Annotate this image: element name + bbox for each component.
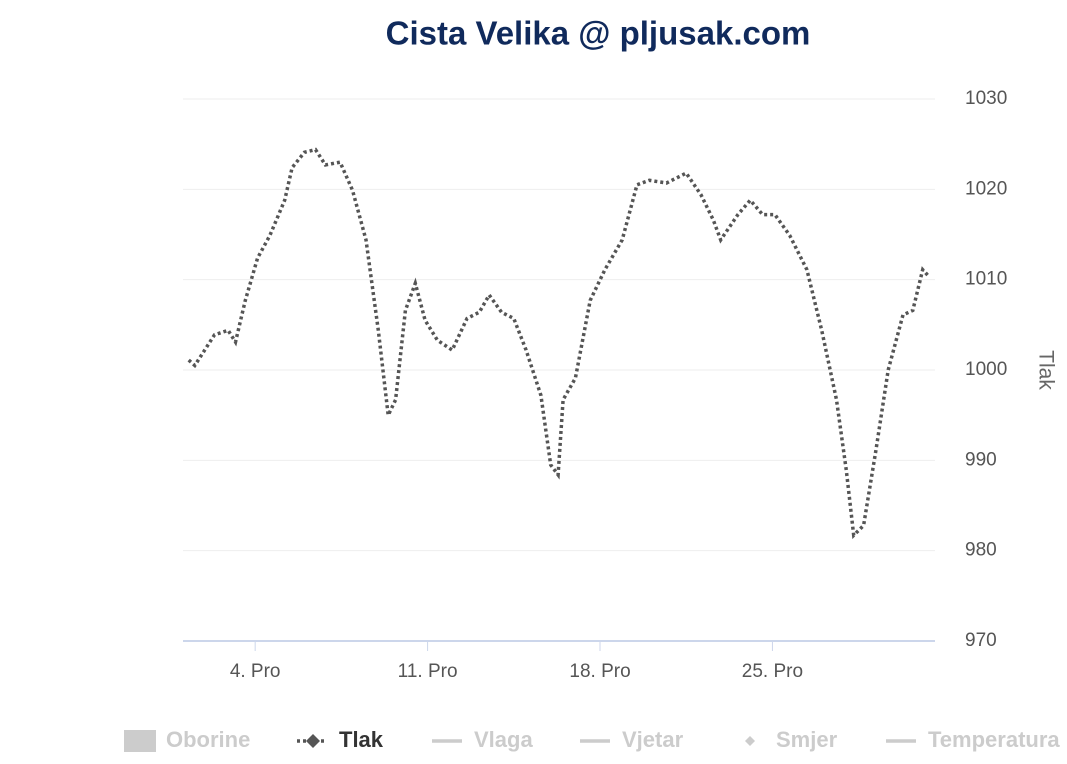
legend-label[interactable]: Temperatura	[928, 727, 1060, 752]
legend-symbol	[306, 734, 320, 748]
y-tick-label: 990	[965, 449, 997, 470]
legend-symbol	[745, 736, 755, 746]
y-tick-label: 1010	[965, 269, 1007, 290]
legend-label[interactable]: Smjer	[776, 727, 838, 752]
legend-label[interactable]: Oborine	[166, 727, 250, 752]
legend-label[interactable]: Vlaga	[474, 727, 533, 752]
chart-title: Cista Velika @ pljusak.com	[386, 15, 811, 52]
y-tick-label: 970	[965, 630, 997, 651]
x-tick-label: 25. Pro	[742, 661, 803, 682]
line-series	[187, 147, 929, 540]
legend-symbol	[124, 730, 156, 752]
y-tick-label: 1020	[965, 178, 1007, 199]
y-tick-label: 1030	[965, 88, 1007, 109]
legend-label[interactable]: Tlak	[339, 727, 384, 752]
y-tick-label: 1000	[965, 359, 1007, 380]
y-tick-label: 980	[965, 540, 997, 561]
x-tick-label: 18. Pro	[569, 661, 630, 682]
y-axis-title: Tlak	[1034, 350, 1057, 390]
legend-label[interactable]: Vjetar	[622, 727, 684, 752]
x-tick-label: 11. Pro	[398, 661, 458, 682]
x-tick-label: 4. Pro	[230, 661, 281, 682]
